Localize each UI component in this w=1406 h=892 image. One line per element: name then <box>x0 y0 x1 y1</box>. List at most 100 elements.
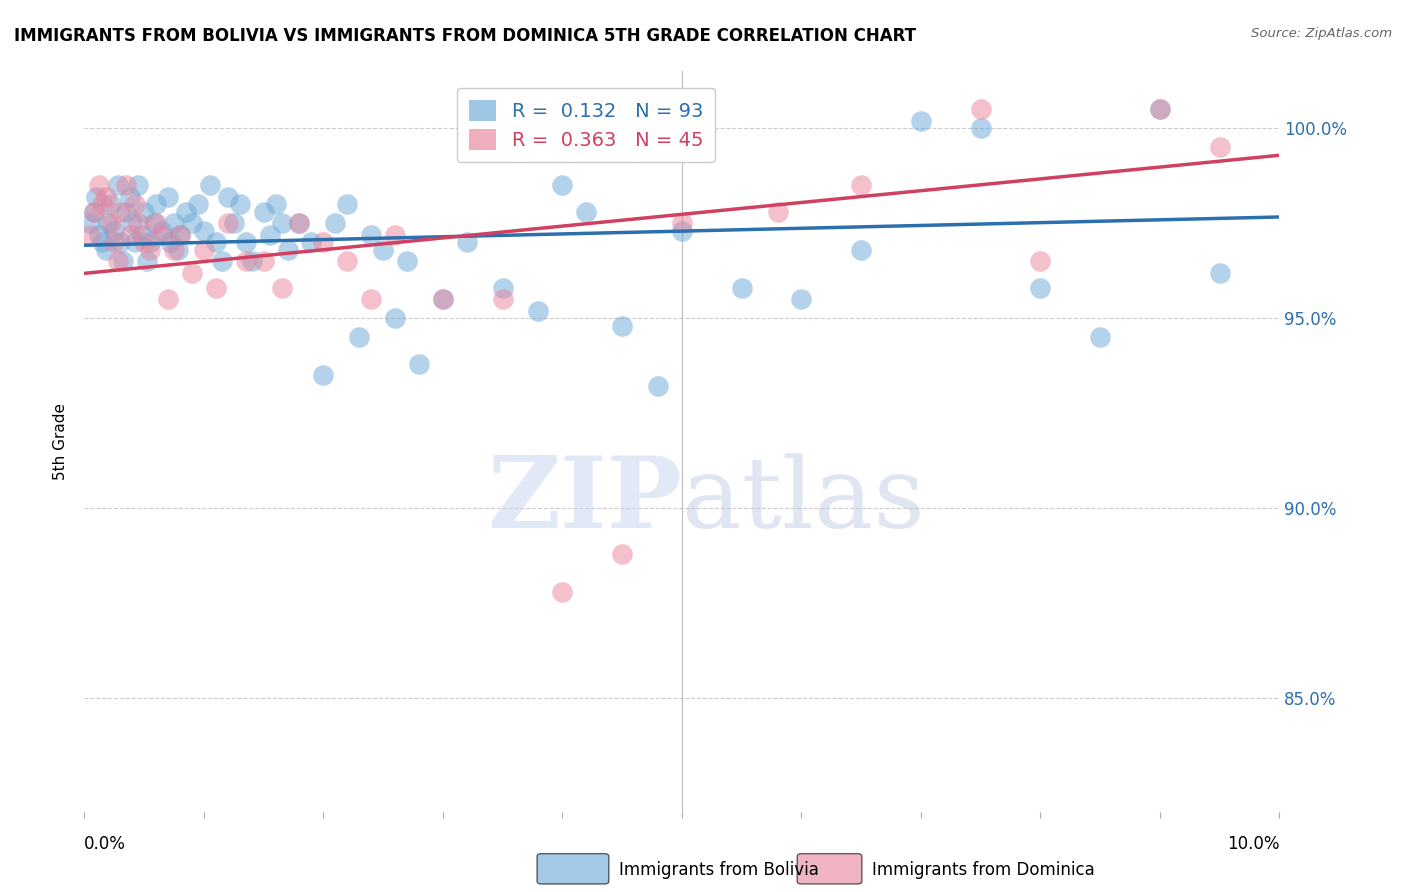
Point <box>157 292 180 306</box>
Point <box>312 368 335 383</box>
Point <box>107 178 129 193</box>
Point <box>181 216 204 230</box>
Point <box>253 254 276 268</box>
Point <box>79 227 101 242</box>
Point <box>336 197 359 211</box>
Point <box>217 216 239 230</box>
Point <box>360 227 382 242</box>
Point <box>612 318 634 333</box>
Point <box>575 204 598 219</box>
Point <box>159 235 181 250</box>
Point <box>731 281 754 295</box>
Point <box>671 224 693 238</box>
Point <box>145 216 167 230</box>
Point <box>205 235 228 250</box>
Point <box>288 216 311 230</box>
Point <box>432 292 454 306</box>
Point <box>1149 103 1171 117</box>
Point <box>132 204 156 219</box>
Point <box>150 227 173 242</box>
Point <box>132 235 156 250</box>
Point <box>325 216 347 230</box>
Point <box>139 243 162 257</box>
Point <box>253 204 276 219</box>
Text: 10.0%: 10.0% <box>1227 835 1279 853</box>
Point <box>240 254 263 268</box>
Point <box>193 224 215 238</box>
Point <box>94 189 117 203</box>
Point <box>970 121 993 136</box>
Point <box>235 235 257 250</box>
Point <box>79 216 101 230</box>
Point <box>312 235 335 250</box>
Point <box>97 216 120 230</box>
Point <box>135 254 157 268</box>
Point <box>235 254 257 268</box>
Point <box>87 178 110 193</box>
Point <box>612 547 634 561</box>
Text: Immigrants from Bolivia: Immigrants from Bolivia <box>619 861 818 879</box>
Point <box>142 216 165 230</box>
Text: Immigrants from Dominica: Immigrants from Dominica <box>872 861 1094 879</box>
Point <box>121 216 143 230</box>
Point <box>157 189 180 203</box>
Point <box>83 204 105 219</box>
Point <box>211 254 233 268</box>
Point <box>671 216 693 230</box>
Point <box>111 254 134 268</box>
Point <box>127 178 149 193</box>
Point <box>131 227 153 242</box>
Point <box>288 216 311 230</box>
Point <box>91 235 114 250</box>
Point <box>1149 103 1171 117</box>
Point <box>115 204 138 219</box>
Point <box>1090 330 1112 344</box>
Point <box>83 204 105 219</box>
Point <box>270 216 292 230</box>
Point <box>181 266 204 280</box>
Point <box>492 281 515 295</box>
Point <box>166 243 188 257</box>
Point <box>360 292 382 306</box>
Point <box>492 292 515 306</box>
Point <box>139 235 162 250</box>
Point <box>205 281 228 295</box>
Point <box>384 227 406 242</box>
Point <box>349 330 371 344</box>
Point <box>229 197 252 211</box>
Point <box>107 254 129 268</box>
Point <box>527 303 550 318</box>
Point <box>115 178 138 193</box>
Point <box>851 178 873 193</box>
Point <box>373 243 395 257</box>
Point <box>217 189 239 203</box>
Text: ZIP: ZIP <box>486 452 682 549</box>
Point <box>193 243 215 257</box>
Point <box>187 197 209 211</box>
Point <box>336 254 359 268</box>
Point <box>91 197 114 211</box>
Point <box>124 197 146 211</box>
Point <box>270 281 292 295</box>
Point <box>910 113 932 128</box>
Y-axis label: 5th Grade: 5th Grade <box>53 403 69 480</box>
Point <box>851 243 873 257</box>
Point <box>100 197 122 211</box>
Point <box>169 227 191 242</box>
Point <box>163 243 186 257</box>
Point <box>127 216 149 230</box>
Text: 0.0%: 0.0% <box>84 835 127 853</box>
Point <box>277 243 299 257</box>
Point <box>94 243 117 257</box>
Point <box>551 178 574 193</box>
Point <box>384 311 406 326</box>
Point <box>970 103 993 117</box>
Point <box>222 216 245 230</box>
Point <box>198 178 221 193</box>
Point <box>100 216 122 230</box>
Text: IMMIGRANTS FROM BOLIVIA VS IMMIGRANTS FROM DOMINICA 5TH GRADE CORRELATION CHART: IMMIGRANTS FROM BOLIVIA VS IMMIGRANTS FR… <box>14 27 917 45</box>
Point <box>259 227 281 242</box>
Point <box>118 189 141 203</box>
Point <box>145 197 167 211</box>
Point <box>396 254 419 268</box>
